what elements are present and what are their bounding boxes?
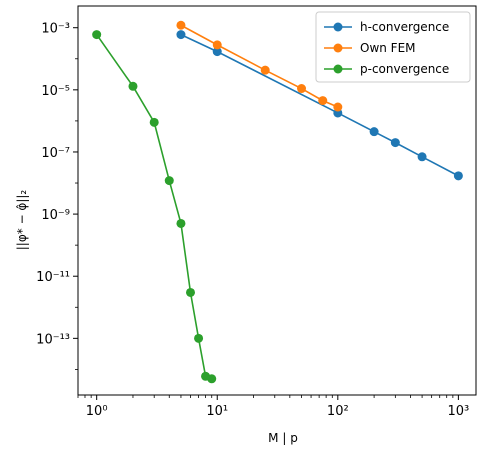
data-point (176, 20, 186, 30)
data-point (149, 117, 159, 127)
data-point (417, 152, 427, 162)
data-point (318, 96, 328, 106)
x-axis-label: M | p (268, 431, 298, 445)
data-point (164, 176, 174, 186)
legend-marker (333, 64, 343, 74)
legend-label: Own FEM (360, 41, 416, 55)
legend-marker (333, 43, 343, 53)
data-point (176, 218, 186, 228)
series-h-convergence (176, 30, 463, 181)
y-tick-label: 10⁻¹³ (36, 332, 70, 347)
legend-marker (333, 22, 343, 32)
x-tick-label: 10³ (447, 404, 469, 419)
y-tick-label: 10⁻⁹ (41, 208, 70, 223)
data-point (212, 40, 222, 50)
y-axis-label: ||φ* − φ̂||₂ (15, 190, 29, 251)
data-point (176, 30, 186, 40)
data-point (207, 374, 217, 384)
x-tick-label: 10⁰ (86, 404, 108, 419)
data-point (260, 65, 270, 75)
data-point (453, 171, 463, 181)
y-tick-label: 10⁻⁷ (41, 146, 70, 161)
series-line (96, 34, 213, 380)
data-point (297, 84, 307, 94)
series-layer (92, 20, 463, 384)
series-line (180, 24, 339, 108)
data-point (333, 102, 343, 112)
axis-ticks: 10⁰ 10¹ 10² 10³ 10⁻¹³ 10⁻¹¹ 10⁻⁹ 10⁻⁷ 10⁻⁵ 10⁻³ (36, 22, 469, 419)
data-point (128, 81, 138, 91)
data-point (212, 47, 222, 57)
legend-box (315, 11, 471, 83)
x-tick-label: 10¹ (206, 404, 228, 419)
legend-label: h-convergence (360, 20, 449, 34)
y-tick-label: 10⁻³ (41, 22, 70, 37)
legend: h-convergence Own FEM p-convergence (315, 11, 471, 83)
data-point (390, 138, 400, 148)
data-point (194, 333, 204, 343)
y-tick-label: 10⁻⁵ (41, 84, 70, 99)
data-point (92, 30, 102, 40)
x-tick-label: 10² (327, 404, 349, 419)
data-point (185, 287, 195, 297)
y-tick-label: 10⁻¹¹ (36, 270, 70, 285)
legend-label: p-convergence (360, 62, 449, 76)
series-own-fem (176, 20, 343, 112)
series-p-convergence (92, 30, 217, 384)
plot-frame (77, 5, 477, 396)
data-point (369, 127, 379, 137)
